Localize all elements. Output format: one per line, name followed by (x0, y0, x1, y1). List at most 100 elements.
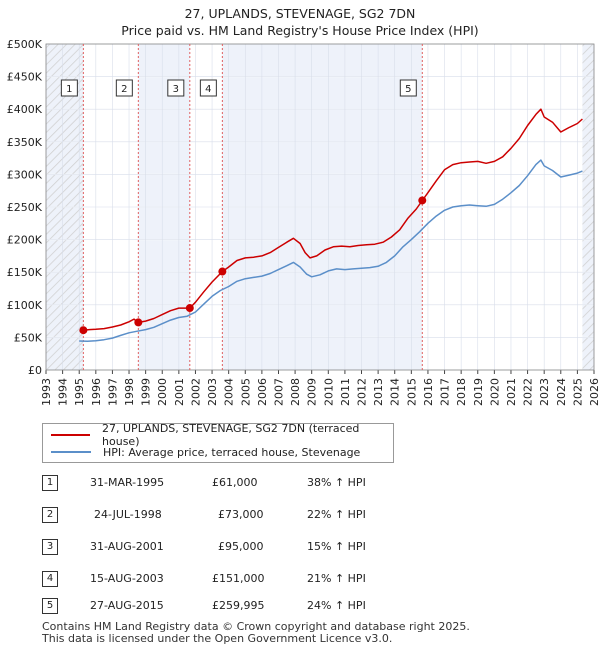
y-tick-label: £50K (14, 331, 43, 344)
sale-number-label-box (399, 79, 417, 97)
table-row: 3 31-AUG-2001 £95,000 15% ↑ HPI (42, 539, 562, 557)
sale-date: 24-JUL-1998 (94, 508, 162, 521)
sale-point (418, 196, 427, 205)
x-tick-label: 1996 (90, 378, 103, 406)
footer: Contains HM Land Registry data © Crown c… (42, 621, 470, 645)
table-row: 5 27-AUG-2015 £259,995 24% ↑ HPI (42, 598, 562, 616)
y-tick-label: £450K (7, 71, 43, 84)
footer-copyright: Contains HM Land Registry data © Crown c… (42, 620, 470, 633)
x-tick-label: 2012 (356, 378, 369, 406)
x-tick-label: 1995 (73, 378, 86, 406)
table-row: 2 24-JUL-1998 £73,000 22% ↑ HPI (42, 507, 562, 525)
sale-date: 27-AUG-2015 (90, 599, 164, 612)
y-tick-label: £500K (7, 38, 43, 51)
hpi-line (79, 159, 583, 343)
sale-price: £151,000 (212, 572, 265, 585)
legend-swatch-hpi (51, 451, 91, 453)
legend-item-property: 27, UPLANDS, STEVENAGE, SG2 7DN (terrace… (51, 422, 393, 448)
x-tick-label: 2025 (571, 378, 584, 406)
sale-number-label-box (115, 79, 133, 97)
sale-date: 31-MAR-1995 (90, 476, 165, 489)
sale-hpi-change: 24% ↑ HPI (307, 599, 366, 612)
sale-number-box: 4 (42, 571, 58, 587)
footer-licence: This data is licensed under the Open Gov… (42, 632, 393, 645)
sale-hpi-change: 21% ↑ HPI (307, 572, 366, 585)
x-tick-label: 1994 (57, 378, 70, 406)
sale-number-label-box (60, 79, 78, 97)
x-tick-label: 2005 (239, 378, 252, 406)
sale-point (218, 267, 227, 276)
chart-title: 27, UPLANDS, STEVENAGE, SG2 7DN (184, 6, 416, 21)
sale-number-label-box (167, 79, 185, 97)
y-tick-label: £250K (7, 201, 43, 214)
x-tick-label: 2009 (306, 378, 319, 406)
x-tick-label: 2000 (156, 378, 169, 406)
sale-price: £95,000 (218, 540, 264, 553)
x-tick-label: 2019 (472, 378, 485, 406)
sale-number-label: 3 (173, 84, 179, 95)
chart-legend: 27, UPLANDS, STEVENAGE, SG2 7DN (terrace… (42, 422, 394, 463)
sale-hpi-change: 15% ↑ HPI (307, 540, 366, 553)
sale-date: 31-AUG-2001 (90, 540, 164, 553)
x-tick-label: 1999 (140, 378, 153, 406)
x-tick-label: 1998 (123, 378, 136, 406)
y-tick-label: £0 (28, 364, 42, 377)
sale-number-box: 5 (42, 598, 58, 614)
legend-label-property: 27, UPLANDS, STEVENAGE, SG2 7DN (terrace… (102, 422, 360, 448)
sale-date: 15-AUG-2003 (90, 572, 164, 585)
x-tick-label: 1997 (106, 378, 119, 406)
x-tick-label: 2004 (223, 378, 236, 406)
legend-swatch-property (51, 434, 91, 436)
sale-number-label: 5 (405, 84, 411, 95)
table-row: 4 15-AUG-2003 £151,000 21% ↑ HPI (42, 571, 562, 589)
sale-number-box: 1 (42, 475, 58, 491)
plot-frame (45, 43, 595, 371)
y-tick-label: £150K (7, 266, 43, 279)
sale-price: £73,000 (218, 508, 264, 521)
sale-hpi-change: 38% ↑ HPI (307, 476, 366, 489)
x-tick-label: 2026 (588, 378, 600, 406)
x-tick-label: 2002 (189, 378, 202, 406)
x-tick-label: 2020 (488, 378, 501, 406)
sale-point (134, 318, 143, 327)
chart-subtitle: Price paid vs. HM Land Registry's House … (121, 23, 479, 38)
x-tick-label: 2010 (322, 378, 335, 406)
legend-label-hpi: HPI: Average price, terraced house, Stev… (103, 445, 361, 459)
sale-number-label-box (199, 79, 217, 97)
sale-number-box: 3 (42, 539, 58, 555)
x-tick-label: 2021 (505, 378, 518, 406)
x-tick-label: 2014 (389, 378, 402, 406)
x-tick-label: 2015 (405, 378, 418, 406)
x-tick-label: 2024 (555, 378, 568, 406)
sale-price: £259,995 (212, 599, 265, 612)
x-tick-label: 2016 (422, 378, 435, 406)
price-chart: £0 £50K £100K £150K £200K £250K £300K £350K £400… (7, 38, 600, 406)
sale-price: £61,000 (212, 476, 258, 489)
y-tick-label: £300K (7, 168, 43, 181)
x-tick-label: 2013 (372, 378, 385, 406)
property-price-line (83, 108, 583, 331)
x-tick-label: 2006 (256, 378, 269, 406)
x-tick-label: 2017 (439, 378, 452, 406)
x-tick-label: 2023 (538, 378, 551, 406)
y-tick-label: £100K (7, 299, 43, 312)
y-tick-label: £400K (7, 103, 43, 116)
x-tick-label: 2011 (339, 378, 352, 406)
x-tick-label: 2001 (173, 378, 186, 406)
sale-number-box: 2 (42, 507, 58, 523)
legend-item-hpi: HPI: Average price, terraced house, Stev… (51, 444, 360, 460)
sale-hpi-change: 22% ↑ HPI (307, 508, 366, 521)
table-row: 1 31-MAR-1995 £61,000 38% ↑ HPI (42, 475, 562, 493)
x-tick-label: 2007 (272, 378, 285, 406)
y-tick-label: £350K (7, 136, 43, 149)
x-tick-label: 2008 (289, 378, 302, 406)
x-tick-label: 1993 (40, 378, 53, 406)
sale-point (185, 304, 194, 313)
y-tick-label: £200K (7, 234, 43, 247)
x-tick-label: 2018 (455, 378, 468, 406)
sale-number-label: 2 (121, 84, 127, 95)
x-tick-label: 2022 (522, 378, 535, 406)
sale-point (79, 326, 88, 335)
sale-number-label: 1 (66, 84, 72, 95)
sale-number-label: 4 (205, 84, 211, 95)
